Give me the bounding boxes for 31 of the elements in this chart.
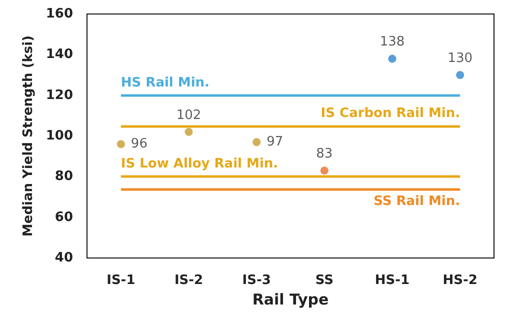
data-label: 102 <box>176 108 202 123</box>
data-label: 130 <box>448 51 472 66</box>
x-tick-label: IS-1 <box>106 273 136 288</box>
x-tick-label: HS-1 <box>374 273 410 288</box>
point <box>184 128 193 136</box>
data-label: 138 <box>380 34 405 50</box>
y-axis-title: Median Yield Strength (ksi) <box>20 35 36 237</box>
y-tick-label: 40 <box>54 250 73 266</box>
x-tick-label: SS <box>315 273 334 288</box>
y-tick-label: 100 <box>46 128 73 144</box>
ref-line-label: IS Carbon Rail Min. <box>320 106 460 121</box>
y-tick-label: 60 <box>54 210 73 225</box>
point <box>252 138 261 146</box>
point <box>320 166 328 175</box>
x-tick-label: HS-2 <box>442 273 478 288</box>
data-label: 96 <box>130 136 148 152</box>
x-axis-title: Rail Type <box>252 290 329 308</box>
ref-line-label: IS Low Alloy Rail Min. <box>120 156 278 172</box>
ref-line-label: HS Rail Min. <box>120 75 210 90</box>
x-tick-label: IS-2 <box>174 273 204 288</box>
point <box>456 71 464 79</box>
point <box>388 54 396 63</box>
point <box>116 140 125 148</box>
y-tick-label: 120 <box>46 88 73 103</box>
data-label: 83 <box>316 146 333 162</box>
y-tick-label: 160 <box>46 6 73 22</box>
ref-line-label: SS Rail Min. <box>374 194 460 209</box>
x-tick-label: IS-3 <box>242 273 271 288</box>
y-tick-label: 80 <box>54 169 73 184</box>
data-label: 97 <box>266 134 284 150</box>
y-tick-label: 140 <box>46 47 73 62</box>
